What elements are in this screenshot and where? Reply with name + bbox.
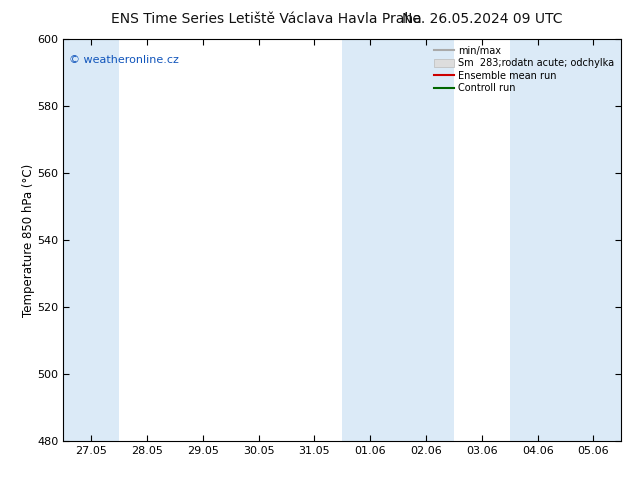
Bar [342,39,398,441]
Bar [566,39,621,441]
Y-axis label: Temperature 850 hPa (°C): Temperature 850 hPa (°C) [22,164,34,317]
Text: © weatheronline.cz: © weatheronline.cz [69,55,179,65]
Text: Ne. 26.05.2024 09 UTC: Ne. 26.05.2024 09 UTC [401,12,562,26]
Text: ENS Time Series Letiště Václava Havla Praha: ENS Time Series Letiště Václava Havla Pr… [111,12,422,26]
Legend: min/max, Sm  283;rodatn acute; odchylka, Ensemble mean run, Controll run: min/max, Sm 283;rodatn acute; odchylka, … [432,44,616,95]
Bar [510,39,566,441]
Bar [63,39,119,441]
Bar [398,39,454,441]
